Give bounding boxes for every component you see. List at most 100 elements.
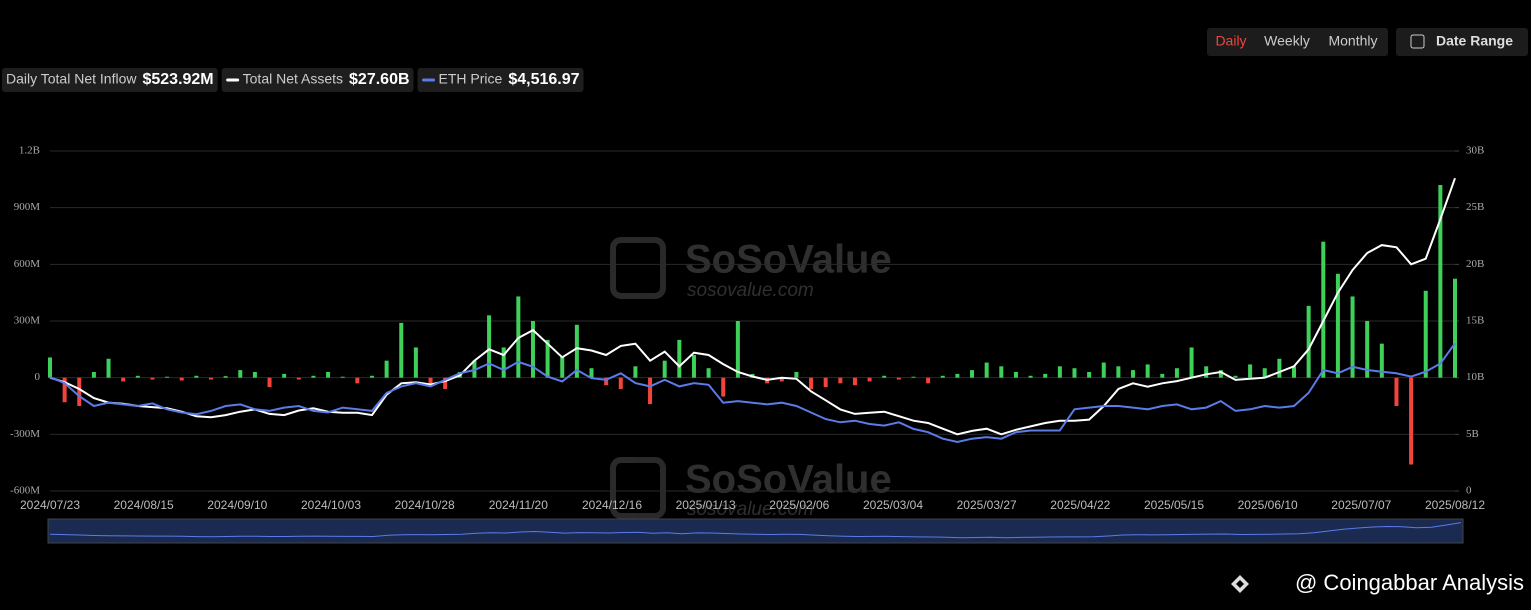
bar [1335,273,1340,378]
date-range-button[interactable] [1396,28,1528,56]
bar [384,360,389,378]
bar [706,368,711,378]
bar [911,376,916,378]
bar [1277,358,1282,378]
legend: Daily Total Net Inflow $523.92M Total Net … [2,68,584,92]
watermark-url: sosovalue.com [687,280,814,301]
bar [574,324,579,378]
bar [1379,343,1384,378]
bar [896,377,901,380]
bar [648,377,653,405]
credit-icon [1231,575,1249,593]
bar [355,377,360,384]
logo [610,457,666,519]
bar [326,372,331,378]
x-tick-label: 2025/02/06 [769,498,829,512]
bar [677,339,682,378]
bar [823,377,828,388]
bar [179,377,184,381]
credit: @ Coingabbar Analysis [1295,570,1524,595]
daily-button[interactable]: Daily [1215,33,1246,49]
bar [1087,372,1092,378]
x-tick-label: 2024/07/23 [20,498,80,512]
bar [194,375,199,378]
bar [1365,321,1370,378]
bar [311,375,316,378]
bar [838,377,843,384]
logo [610,237,666,299]
navigator[interactable] [47,518,1464,544]
bar [618,377,623,389]
bar [399,322,404,378]
y2-tick-label: 30B [1466,145,1484,157]
bar [296,377,301,380]
watermark: SoSoValue [685,458,892,502]
legend-value: $4,516.97 [508,71,579,88]
bar [940,375,945,378]
legend-chip [2,68,218,92]
bar [1350,296,1355,378]
bar [1438,185,1443,378]
bar [1218,370,1223,378]
x-tick-label: 2024/10/03 [301,498,361,512]
legend-chip [417,68,584,92]
navigator-line [49,522,1462,539]
bar [691,355,696,378]
bar [1248,364,1253,378]
bar [238,370,243,378]
monthly-button[interactable]: Monthly [1328,33,1377,49]
weekly-button[interactable]: Weekly [1264,33,1310,49]
y-tick-label: 0 [35,371,41,383]
bar [970,370,975,378]
bar [721,377,726,397]
calendar-icon [1410,34,1425,49]
bar [1043,373,1048,378]
bar [1057,366,1062,378]
bar [1174,368,1179,378]
legend-value: $27.60B [349,71,410,88]
x-tick-label: 2024/10/28 [395,498,455,512]
bar [1394,377,1399,406]
bar [1204,366,1209,378]
bar [1262,368,1267,378]
bar [955,373,960,378]
legend-item: Daily Total Net Inflow $523.92M [2,68,218,92]
bar [443,377,448,389]
bar [121,377,126,382]
x-tick-label: 2024/08/15 [114,498,174,512]
x-tick-label: 2025/03/04 [863,498,923,512]
line-series [49,342,1456,444]
watermark: SoSoValue [685,238,892,282]
bar [589,368,594,378]
legend-value: $523.92M [142,71,213,88]
bar [794,372,799,378]
period-switch [1207,28,1388,56]
bar [91,372,96,378]
bar [165,376,170,378]
bar [150,377,155,380]
bar [1292,366,1297,378]
bar [1409,377,1414,465]
watermarks: SoSoValue sosovalue.com SoSoValue sosova… [610,237,892,520]
bar [604,377,609,386]
x-tick-label: 2025/05/15 [1144,498,1204,512]
bar [1131,370,1136,378]
watermark-url: sosovalue.com [687,499,814,520]
x-tick-label: 2025/06/10 [1238,498,1298,512]
x-tick-label: 2025/07/07 [1331,498,1391,512]
bar [882,375,887,378]
bar [735,321,740,378]
bar [1013,372,1018,378]
bar [867,377,872,382]
bar [1101,362,1106,378]
bar [1233,375,1238,378]
bar [1423,290,1428,378]
y-tick-label: -600M [10,485,40,497]
toolbar: Daily Weekly Monthly Date Range [1207,28,1528,56]
bar [1072,368,1077,378]
legend-chip [221,68,414,92]
y2-tick-label: 15B [1466,315,1484,327]
y-tick-label: 300M [14,315,41,327]
legend-item: ETH Price $4,516.97 [417,68,584,92]
